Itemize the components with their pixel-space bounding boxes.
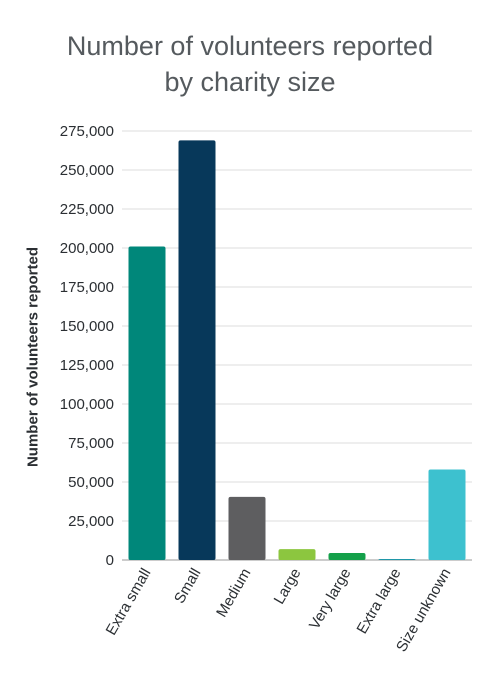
y-tick-label: 50,000 — [68, 474, 114, 491]
y-tick-label: 100,000 — [60, 396, 114, 413]
y-tick-label: 25,000 — [68, 513, 114, 530]
bar-medium — [228, 496, 266, 560]
x-tick-label: Very large — [306, 566, 354, 633]
x-tick-label: Extra large — [353, 566, 404, 637]
bar-small — [178, 140, 216, 561]
bar-extra-large — [378, 559, 416, 560]
x-tick-label: Extra small — [103, 566, 155, 639]
x-axis-ticks: Extra small Small Medium Large Very large Ext… — [103, 566, 455, 655]
x-tick-label: Medium — [213, 566, 254, 621]
grid-lines — [122, 130, 472, 561]
chart-title-line1: Number of volunteers reported — [66, 31, 434, 61]
y-axis-label: Number of volunteers reported — [24, 246, 42, 468]
bars — [128, 140, 466, 561]
y-tick-label: 275,000 — [60, 123, 114, 140]
bar-large — [278, 549, 316, 560]
y-tick-label: 225,000 — [60, 201, 114, 218]
y-axis-ticks: 0 25,000 50,000 75,000 100,000 125,000 150,000… — [60, 123, 114, 569]
bar-extra-small — [128, 246, 166, 560]
y-tick-label: 75,000 — [68, 435, 114, 452]
y-tick-label: 200,000 — [60, 240, 114, 257]
chart-subtitle: by charity size — [164, 67, 336, 97]
x-tick-label: Small — [171, 566, 204, 607]
y-tick-label: 175,000 — [60, 279, 114, 296]
chart-title: Number of volunteers reported by charity… — [0, 28, 500, 100]
y-tick-label: 125,000 — [60, 357, 114, 374]
y-tick-label: 250,000 — [60, 162, 114, 179]
x-tick-label: Large — [271, 566, 305, 608]
bar-very-large — [328, 552, 366, 560]
y-tick-label: 0 — [106, 552, 114, 569]
y-tick-label: 150,000 — [60, 318, 114, 335]
x-tick-label: Size unknown — [393, 566, 454, 655]
bar-size-unknown — [428, 469, 466, 560]
